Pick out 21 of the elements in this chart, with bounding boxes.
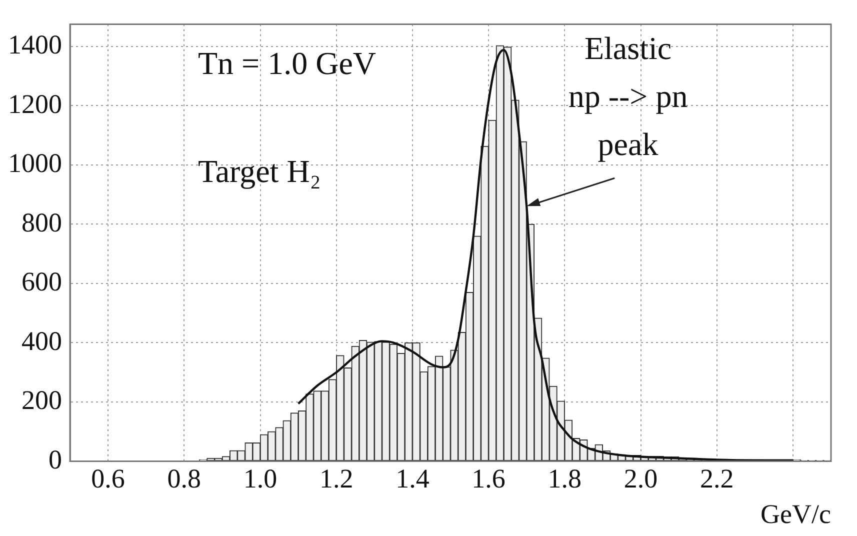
y-tick-label: 1400 [8, 30, 62, 60]
x-tick-label: 2.2 [700, 463, 734, 494]
annotation: Elastic np --> pn peak [568, 30, 688, 162]
x-tick-label: 1.6 [472, 463, 506, 494]
x-tick-label: 1.0 [243, 463, 278, 494]
x-tick-label: 2.0 [624, 463, 658, 494]
y-tick-label: 0 [48, 444, 62, 474]
annotation: Target H₂ [198, 153, 321, 190]
y-tick-label: 600 [22, 266, 62, 297]
y-tick-label: 400 [22, 326, 62, 356]
y-tick-label: 1200 [8, 88, 62, 119]
x-tick-label: 0.8 [167, 463, 202, 494]
x-tick-label: 1.8 [548, 463, 582, 494]
y-tick-label: 200 [22, 385, 62, 416]
x-tick-label: 0.6 [91, 463, 125, 494]
x-tick-label: 1.4 [396, 463, 430, 494]
y-tick-label: 800 [22, 207, 62, 238]
annotation: Tn = 1.0 GeV [198, 45, 376, 82]
x-tick-label: 1.2 [319, 463, 354, 494]
y-tick-label: 1000 [8, 148, 62, 178]
x-axis-title: GeV/c [760, 498, 832, 529]
